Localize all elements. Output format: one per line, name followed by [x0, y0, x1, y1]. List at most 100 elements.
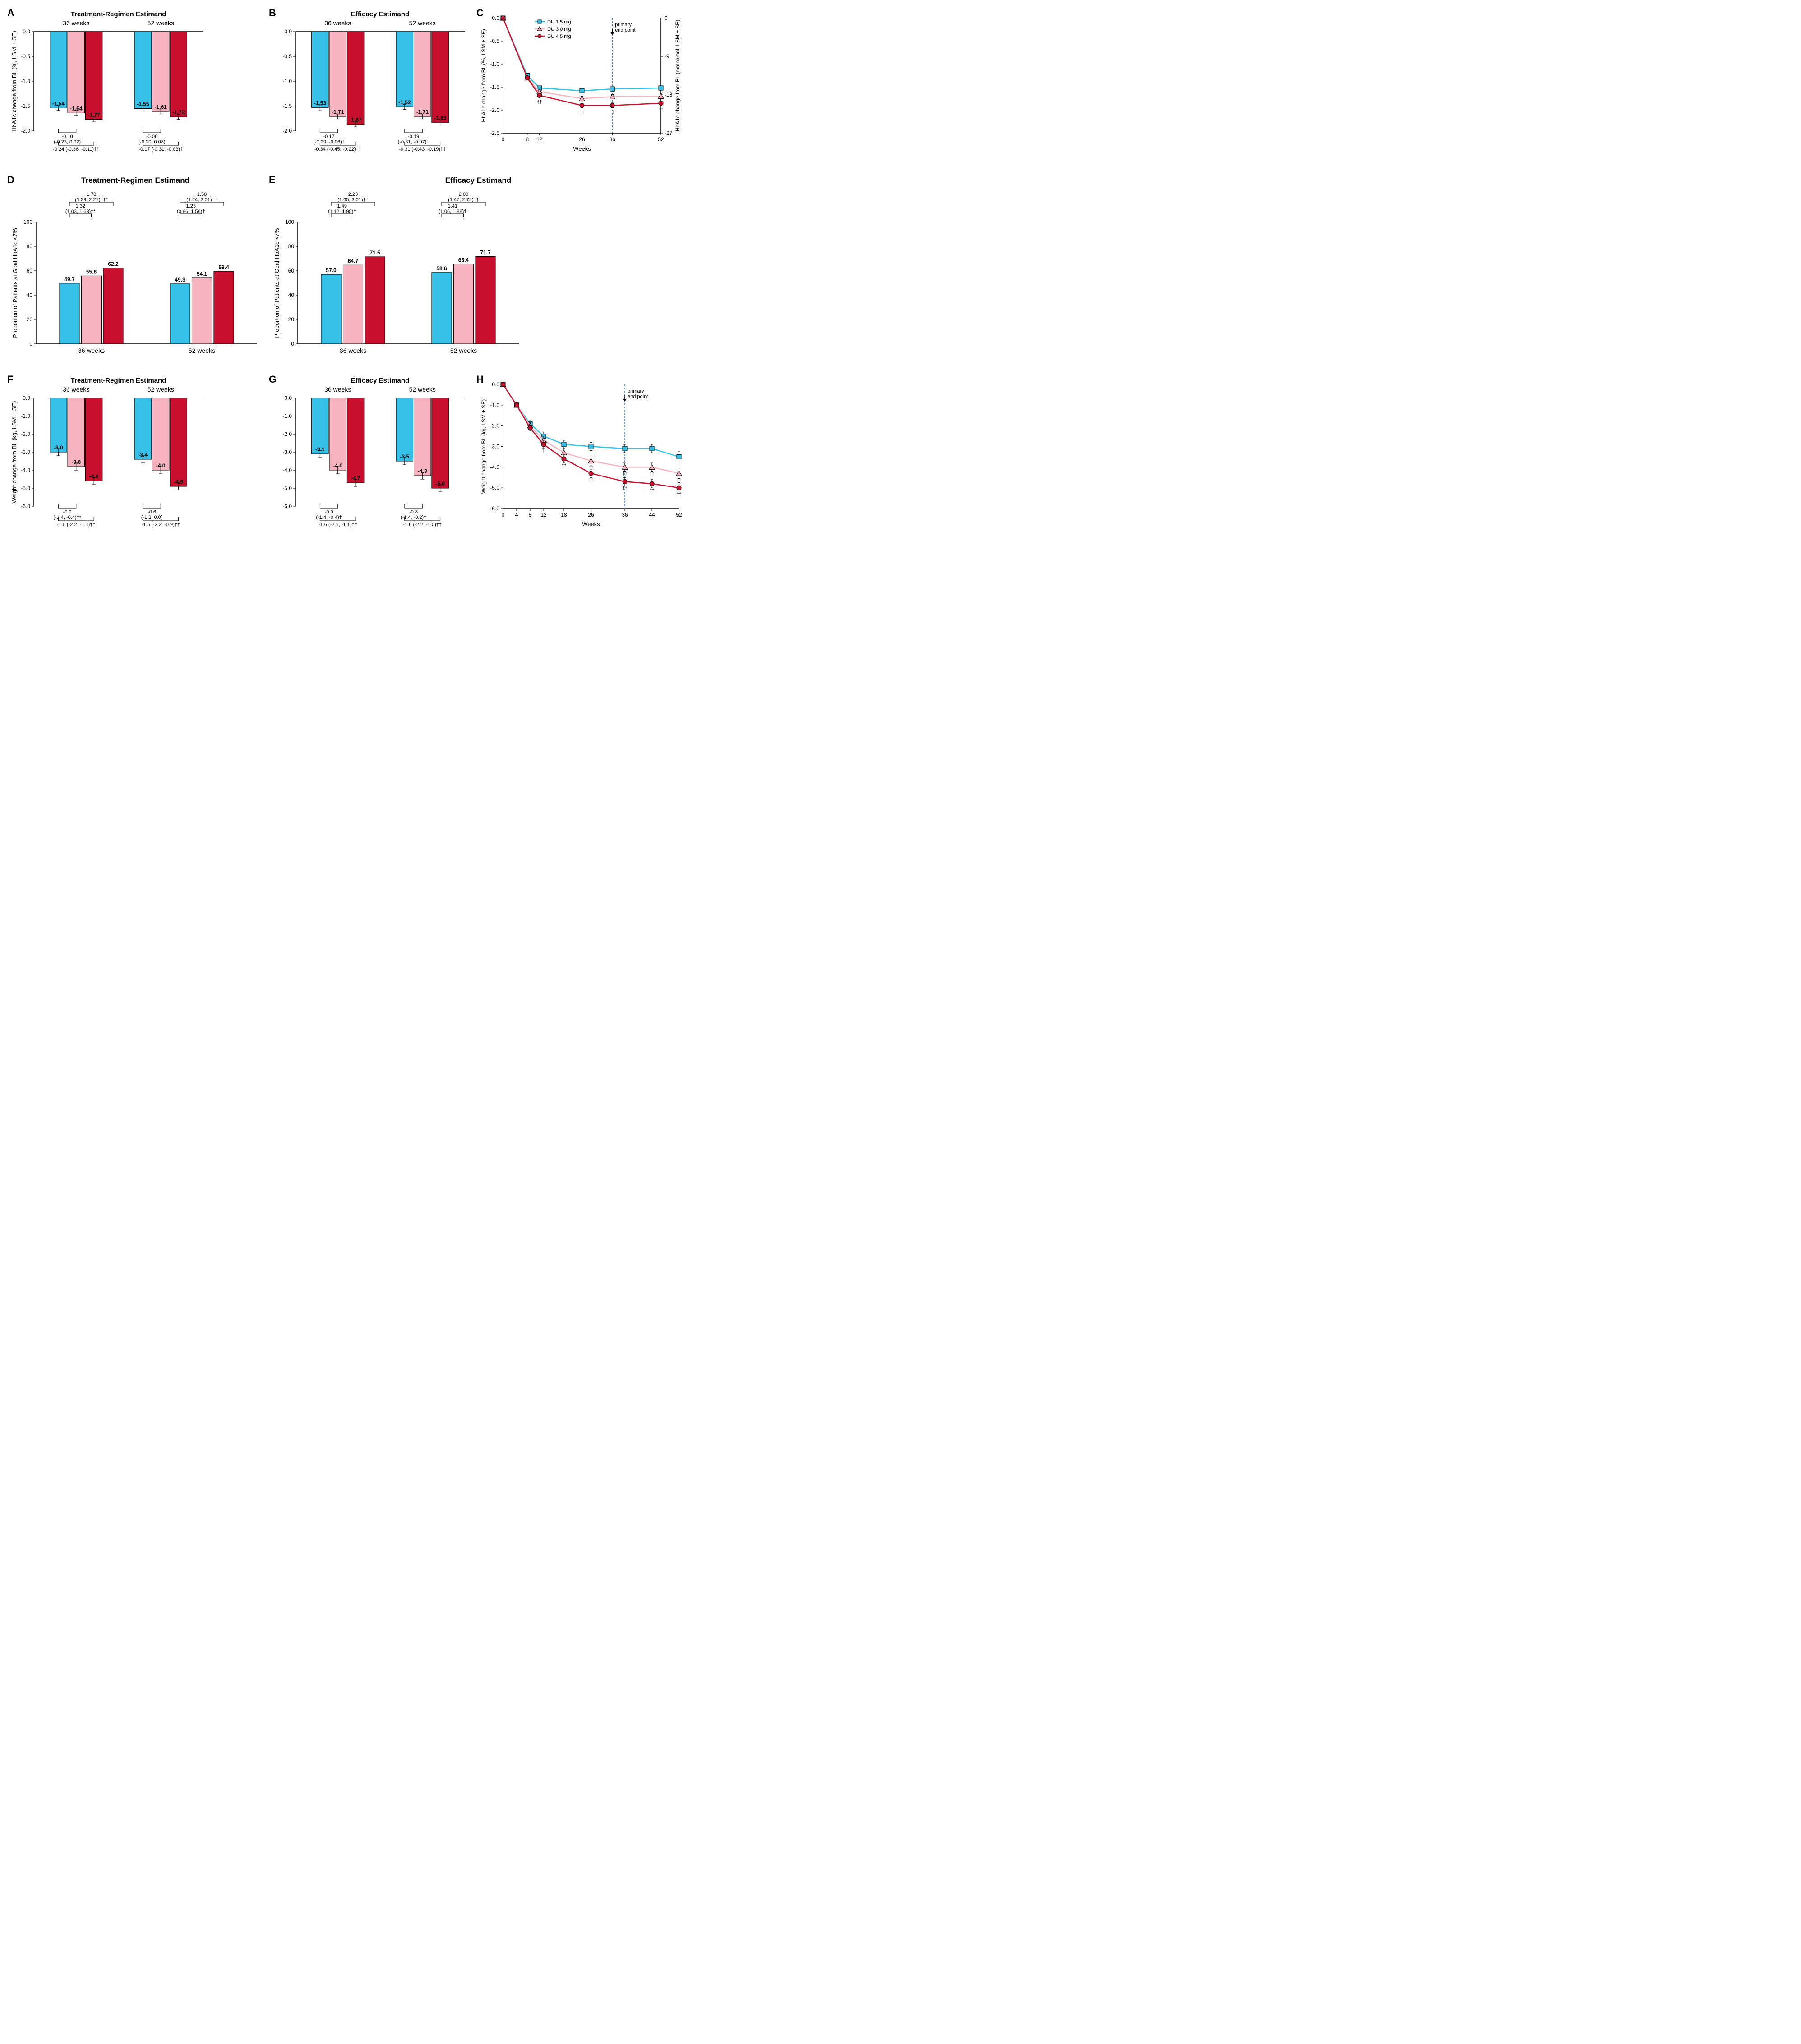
- panel-label: B: [269, 7, 276, 19]
- svg-text:-5.0: -5.0: [282, 485, 292, 491]
- svg-text:-1.77: -1.77: [88, 112, 100, 118]
- svg-text:-27: -27: [665, 130, 673, 136]
- svg-text:57.0: 57.0: [326, 267, 337, 273]
- svg-text:Weight change from BL (kg, LSM: Weight change from BL (kg, LSM ± SE): [11, 401, 18, 504]
- svg-text:-4.9: -4.9: [174, 479, 183, 485]
- svg-text:55.8: 55.8: [86, 268, 97, 275]
- svg-text:1.78(1.39, 2.27)††*: 1.78(1.39, 2.27)††*: [75, 192, 108, 203]
- svg-text:52 weeks: 52 weeks: [148, 386, 174, 393]
- panel-label: A: [7, 7, 14, 19]
- svg-text:-1.5: -1.5: [282, 103, 292, 109]
- svg-text:36 weeks: 36 weeks: [63, 19, 89, 27]
- svg-text:-0.9(-1.4, -0.4)†*: -0.9(-1.4, -0.4)†*: [53, 509, 81, 520]
- svg-text:DU 1.5 mg: DU 1.5 mg: [547, 19, 571, 25]
- svg-text:primary: primary: [628, 388, 644, 394]
- svg-text:-3.8: -3.8: [71, 459, 81, 465]
- svg-text:64.7: 64.7: [348, 258, 359, 264]
- svg-text:59.4: 59.4: [218, 264, 229, 271]
- svg-text:Weight change from BL (kg, LSM: Weight change from BL (kg, LSM ± SE): [480, 399, 487, 494]
- svg-text:-1.0: -1.0: [21, 413, 30, 419]
- svg-text:††: ††: [579, 110, 584, 115]
- svg-text:71.7: 71.7: [480, 249, 491, 255]
- svg-text:26: 26: [579, 136, 585, 143]
- svg-text:36 weeks: 36 weeks: [324, 386, 351, 393]
- svg-text:0: 0: [665, 15, 668, 21]
- svg-text:36 weeks: 36 weeks: [78, 347, 105, 354]
- svg-text:36: 36: [622, 512, 628, 518]
- svg-text:-4.3: -4.3: [418, 468, 427, 474]
- svg-text:-0.5: -0.5: [282, 53, 292, 60]
- svg-text:1.23(0.96, 1.56)†: 1.23(0.96, 1.56)†: [177, 203, 205, 214]
- svg-text:2.00(1.47, 2.72)††: 2.00(1.47, 2.72)††: [448, 192, 479, 203]
- svg-text:36: 36: [610, 136, 616, 143]
- svg-text:-0.17 (-0.31, -0.03)†: -0.17 (-0.31, -0.03)†: [139, 147, 183, 152]
- svg-text:26: 26: [588, 512, 594, 518]
- svg-text:Efficacy Estimand: Efficacy Estimand: [351, 10, 409, 18]
- svg-text:1.41(1.06, 1.88)†: 1.41(1.06, 1.88)†: [439, 203, 466, 214]
- svg-text:60: 60: [288, 268, 295, 274]
- svg-text:††: ††: [649, 488, 654, 493]
- panel-label: H: [476, 374, 484, 385]
- panel-label: E: [269, 174, 276, 186]
- svg-text:-3.4: -3.4: [139, 452, 148, 458]
- figure-grid: 0.0 -0.5 -1.0 -1.5 -2.0 HbA1c change from BL …: [9, 9, 641, 538]
- svg-text:54.1: 54.1: [197, 271, 208, 277]
- svg-text:††: ††: [676, 478, 681, 483]
- svg-text:HbA1c change from BL (%, LSM ±: HbA1c change from BL (%, LSM ± SE): [11, 31, 18, 131]
- svg-text:-4.0: -4.0: [490, 464, 499, 470]
- panel-label: C: [476, 7, 484, 19]
- svg-text:-5.0: -5.0: [21, 485, 30, 491]
- svg-text:2.23(1.65, 3.01)††: 2.23(1.65, 3.01)††: [337, 192, 369, 203]
- svg-text:-1.0: -1.0: [490, 61, 499, 67]
- svg-text:-1.61: -1.61: [155, 104, 167, 110]
- svg-text:4: 4: [515, 512, 518, 518]
- svg-text:-1.54: -1.54: [52, 100, 65, 106]
- svg-text:65.4: 65.4: [458, 257, 469, 263]
- panel-label: G: [269, 374, 277, 385]
- svg-text:36 weeks: 36 weeks: [63, 386, 89, 393]
- panel-c: 0.0-0.5-1.0-1.5-2.0-2.50-9-18-27HbA1c ch…: [478, 9, 686, 162]
- svg-text:12: 12: [540, 512, 547, 518]
- svg-text:0.0: 0.0: [284, 395, 292, 401]
- svg-text:60: 60: [27, 268, 33, 274]
- svg-text:-1.87: -1.87: [349, 117, 362, 123]
- svg-text:100: 100: [285, 219, 294, 225]
- svg-text:DU 4.5 mg: DU 4.5 mg: [547, 34, 571, 39]
- svg-text:-3.5: -3.5: [400, 453, 410, 460]
- svg-text:0.0: 0.0: [492, 381, 499, 388]
- panel-a: 0.0-0.5-1.0-1.5-2.0HbA1c change from BL …: [9, 9, 262, 162]
- svg-text:end point: end point: [628, 394, 648, 399]
- svg-text:††: ††: [537, 100, 542, 105]
- svg-text:-0.19(-0.31, -0.07)†: -0.19(-0.31, -0.07)†: [398, 134, 429, 145]
- svg-text:-4.6: -4.6: [89, 473, 99, 480]
- svg-text:0: 0: [291, 341, 294, 347]
- svg-text:-2.0: -2.0: [21, 431, 30, 437]
- svg-text:-0.34 (-0.45, -0.22)††: -0.34 (-0.45, -0.22)††: [314, 147, 361, 152]
- svg-text:-1.6 (-2.2, -1.0)††: -1.6 (-2.2, -1.0)††: [403, 522, 442, 527]
- svg-text:0.0: 0.0: [492, 15, 499, 21]
- svg-text:Proportion of Patients at Goal: Proportion of Patients at Goal HbA1c <7%: [273, 228, 280, 338]
- svg-text:-0.31 (-0.43, -0.19)††: -0.31 (-0.43, -0.19)††: [399, 147, 446, 152]
- svg-text:20: 20: [27, 316, 33, 323]
- svg-text:-1.6 (-2.1, -1.1)††: -1.6 (-2.1, -1.1)††: [319, 522, 357, 527]
- svg-text:-3.0: -3.0: [21, 449, 30, 455]
- panel-b: 0.0-0.5-1.0-1.5-2.0Efficacy Estimand36 w…: [271, 9, 469, 162]
- svg-text:††: ††: [561, 463, 566, 468]
- svg-text:-1.0: -1.0: [282, 413, 292, 419]
- svg-text:††: ††: [588, 478, 593, 483]
- svg-text:-0.6(-1.2, 0.0): -0.6(-1.2, 0.0): [141, 509, 163, 520]
- svg-text:-1.55: -1.55: [137, 101, 149, 107]
- svg-text:49.7: 49.7: [64, 276, 75, 282]
- svg-text:8: 8: [529, 512, 532, 518]
- svg-text:-1.83: -1.83: [434, 115, 447, 121]
- svg-text:-1.5: -1.5: [21, 103, 30, 109]
- panel-h: 0.0-1.0-2.0-3.0-4.0-5.0-6.00481218263644…: [478, 375, 686, 538]
- svg-text:HbA1c change from BL (mmol/mol: HbA1c change from BL (mmol/mol, LSM ± SE…: [674, 20, 681, 132]
- panel-e: Efficacy Estimand020406080100Proportion …: [271, 176, 686, 362]
- svg-text:-4.0: -4.0: [333, 462, 342, 469]
- svg-text:-1.5: -1.5: [490, 84, 499, 90]
- panel-title: Efficacy Estimand: [271, 176, 686, 185]
- svg-text:52: 52: [658, 136, 664, 143]
- svg-text:71.5: 71.5: [369, 250, 380, 256]
- panel-d: Treatment-Regimen Estimand020406080100Pr…: [9, 176, 262, 362]
